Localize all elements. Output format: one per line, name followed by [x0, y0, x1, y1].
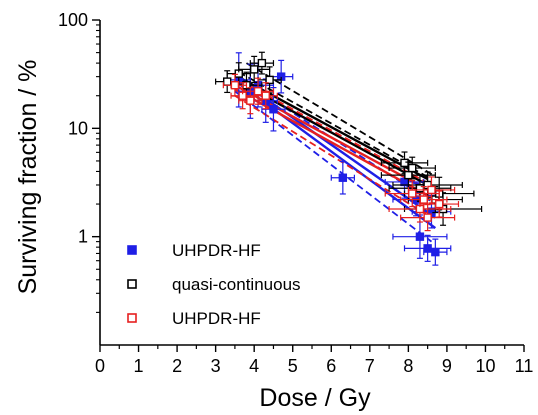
- y-axis-title: Surviving fraction / %: [14, 60, 42, 295]
- point-marker: [435, 199, 444, 209]
- x-axis-title: Dose / Gy: [259, 384, 371, 412]
- x-tick-label: 4: [249, 356, 259, 376]
- point-marker: [261, 91, 270, 100]
- y-tick-label: 100: [58, 10, 88, 30]
- point-marker: [253, 87, 263, 96]
- x-tick-label: 6: [326, 356, 336, 376]
- legend-label-3: UHPDR-HF: [172, 309, 261, 328]
- data-point-series-1: [403, 234, 452, 262]
- data-points: [215, 51, 483, 266]
- point-marker: [415, 184, 425, 193]
- data-point-series-3: [253, 82, 278, 110]
- data-point-series-1: [330, 160, 355, 195]
- data-point-series-2: [249, 51, 275, 75]
- fit-line-2-dashed: [238, 71, 432, 180]
- data-point-series-2: [388, 156, 436, 180]
- x-tick-label: 2: [172, 356, 182, 376]
- point-marker: [257, 58, 267, 68]
- legend-label-1: UHPDR-HF: [172, 241, 261, 260]
- legend-marker-1: [127, 245, 137, 255]
- y-tick-label: 10: [68, 118, 88, 138]
- data-point-series-1: [423, 238, 448, 266]
- data-point-series-1: [261, 86, 286, 132]
- x-tick-label: 7: [365, 356, 375, 376]
- point-marker: [431, 247, 440, 257]
- point-marker: [419, 195, 428, 204]
- x-tick-label: 11: [515, 356, 534, 376]
- point-marker: [400, 158, 409, 168]
- fit-line-1-solid: [238, 78, 437, 219]
- fit-line-1-dashed: [234, 90, 433, 243]
- x-tick-label: 3: [211, 356, 221, 376]
- legend-marker-3: [127, 313, 137, 323]
- data-point-series-3: [407, 176, 456, 204]
- x-tick-label: 0: [95, 356, 105, 376]
- fit-line-1-solid: [238, 82, 437, 230]
- x-tick-label: 8: [403, 356, 413, 376]
- legend-label-2: quasi-continuous: [172, 275, 301, 294]
- point-marker: [338, 173, 348, 182]
- point-marker: [222, 77, 232, 86]
- point-marker: [427, 185, 436, 195]
- fit-line-3-dashed: [234, 94, 432, 219]
- point-marker: [423, 213, 432, 222]
- data-point-series-2: [226, 62, 251, 86]
- fit-line-2-dashed: [246, 62, 436, 178]
- point-marker: [246, 96, 255, 105]
- point-marker: [415, 232, 425, 241]
- point-marker: [423, 244, 432, 253]
- point-marker: [404, 170, 413, 180]
- point-marker: [269, 105, 278, 114]
- point-marker: [249, 65, 259, 74]
- point-marker: [408, 189, 417, 198]
- legend-marker-2: [127, 279, 137, 289]
- legend: UHPDR-HF quasi-continuous UHPDR-HF: [127, 241, 301, 328]
- point-marker: [265, 75, 274, 85]
- point-marker: [230, 81, 240, 90]
- x-tick-label: 10: [475, 356, 495, 376]
- data-point-series-3: [419, 190, 460, 218]
- fit-line-3-solid: [234, 88, 433, 199]
- y-tick-label: 1: [78, 227, 88, 247]
- point-marker: [408, 163, 417, 173]
- x-tick-label: 5: [288, 356, 298, 376]
- x-tick-label: 9: [442, 356, 452, 376]
- x-tick-label: 1: [134, 356, 144, 376]
- data-point-series-3: [242, 77, 275, 105]
